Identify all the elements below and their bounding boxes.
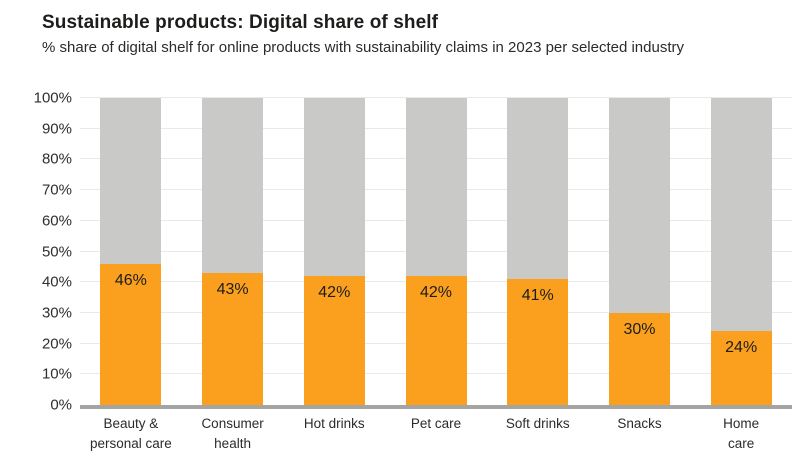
stacked-bar: 46% [100, 98, 162, 405]
x-tick-label-line: personal care [89, 435, 172, 451]
y-tick-label: 0% [50, 396, 72, 414]
y-tick-label: 60% [41, 212, 72, 230]
bar-segment-remainder [202, 98, 264, 273]
bar-segment-remainder [710, 98, 772, 332]
bar-value-label: 24% [725, 339, 758, 357]
bar-value-label: 41% [521, 287, 554, 305]
bar-segment-claims: 42% [405, 276, 467, 405]
y-tick-label: 70% [41, 181, 72, 199]
bar-segment-claims: 42% [303, 276, 365, 405]
bar-value-label: 46% [114, 271, 147, 289]
stacked-bar: 43% [202, 98, 264, 405]
bar-segment-remainder [303, 98, 365, 277]
bar-segment-remainder [100, 98, 162, 264]
y-tick-label: 40% [41, 273, 72, 291]
x-tick-label-line: health [214, 435, 251, 451]
y-tick-label: 50% [41, 243, 72, 260]
x-tick-label: Consumer health [182, 414, 284, 453]
bar-value-label: 42% [420, 284, 453, 302]
bar-segment-claims: 43% [202, 273, 264, 405]
bar-column: 46% [80, 98, 182, 405]
gridline [80, 97, 792, 98]
x-tick-label-line: Soft drinks [505, 416, 570, 431]
bar-segment-remainder [405, 98, 467, 277]
bar-segment-claims: 46% [100, 263, 162, 405]
bar-segment-remainder [507, 98, 569, 280]
x-tick-label-line: care [728, 435, 755, 451]
bar-column: 24% [690, 98, 792, 405]
bar-segment-remainder [608, 98, 670, 313]
bar-column: 30% [589, 98, 691, 405]
x-tick-label: Soft drinks [487, 414, 589, 453]
y-tick-label: 10% [41, 365, 72, 383]
x-tick-label: Snacks [589, 414, 691, 453]
bar-segment-claims: 24% [710, 331, 772, 405]
x-tick-label-line: Home [723, 416, 760, 431]
bar-segment-claims: 41% [507, 279, 569, 405]
y-tick-label: 20% [41, 335, 72, 353]
x-tick-label: Pet care [385, 414, 487, 453]
bar-value-label: 42% [318, 284, 351, 302]
stacked-bar: 42% [405, 98, 467, 405]
y-tick-label: 100% [33, 89, 72, 107]
x-tick-label-line: Consumer [201, 416, 264, 431]
bar-value-label: 30% [623, 320, 656, 338]
bar-column: 43% [182, 98, 284, 405]
x-tick-label: Beauty & personal care [80, 414, 182, 453]
bar-column: 42% [283, 98, 385, 405]
chart-subtitle: % share of digital shelf for online prod… [42, 39, 684, 56]
stacked-bar: 30% [608, 98, 670, 405]
bars-container: 46% 43% 42% 42% 41% 30% 24% [80, 98, 792, 405]
x-tick-label: Hot drinks [283, 414, 385, 453]
x-tick-label-line: Pet care [410, 416, 462, 431]
y-axis: 0% 10% 20% 30% 40% 50% 60% 70% 80% 90% 100% [0, 91, 72, 413]
bar-value-label: 43% [216, 281, 249, 298]
x-tick-label-line: Beauty & [103, 416, 159, 431]
y-tick-label: 80% [41, 150, 72, 168]
x-tick-label: Home care [690, 414, 792, 453]
stacked-bar: 24% [710, 98, 772, 405]
bar-segment-claims: 30% [608, 312, 670, 405]
bar-column: 42% [385, 98, 487, 405]
x-tick-label-line: Snacks [617, 416, 662, 431]
x-axis: Beauty & personal care Consumer health Hot d… [80, 414, 792, 453]
plot-area: 46% 43% 42% 42% 41% 30% 24% [80, 97, 792, 409]
stacked-bar: 41% [507, 98, 569, 405]
bar-column: 41% [487, 98, 589, 405]
chart-title: Sustainable products: Digital share of s… [42, 12, 439, 33]
y-tick-label: 30% [41, 304, 72, 322]
y-tick-label: 90% [41, 120, 72, 138]
x-tick-label-line: Hot drinks [303, 416, 365, 431]
stacked-bar: 42% [303, 98, 365, 405]
